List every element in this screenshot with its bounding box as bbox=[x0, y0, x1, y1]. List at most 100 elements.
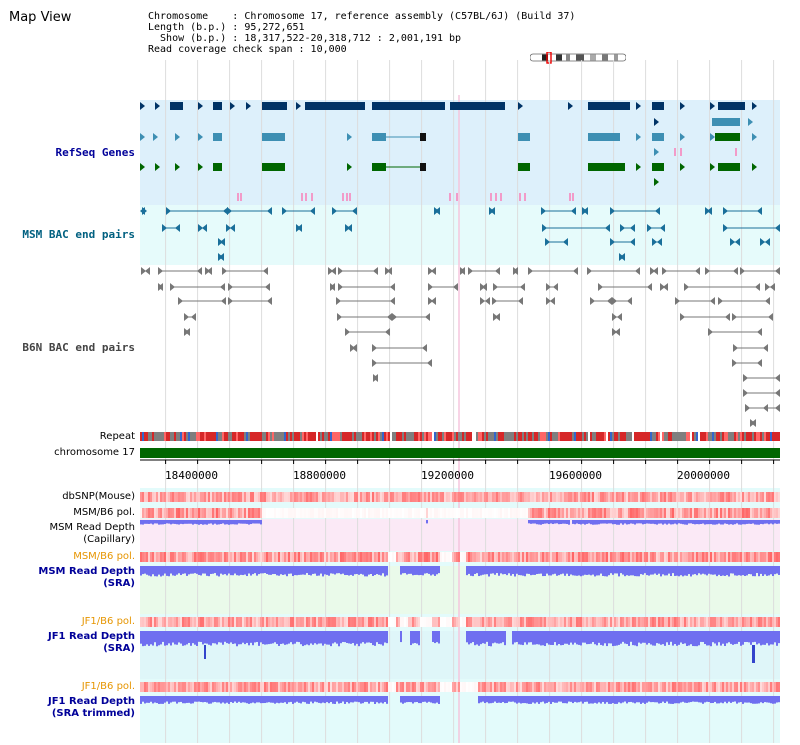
chromosome-ideogram[interactable] bbox=[530, 52, 626, 64]
bac-end-marker bbox=[647, 283, 652, 291]
track-label-msm-bac-end-pairs[interactable]: MSM BAC end pairs bbox=[22, 228, 135, 241]
depth-bar bbox=[202, 631, 204, 645]
track-label-chromosome[interactable]: chromosome 17 bbox=[54, 447, 135, 458]
depth-bar bbox=[432, 696, 434, 704]
gene-feature bbox=[718, 102, 745, 110]
heat-cell bbox=[764, 508, 766, 518]
depth-bar bbox=[202, 566, 204, 574]
repeat-block bbox=[396, 432, 398, 441]
heat-cell bbox=[232, 508, 234, 518]
heat-cell bbox=[750, 617, 752, 627]
depth-bar bbox=[344, 696, 346, 704]
heat-cell bbox=[604, 492, 606, 502]
depth-bar bbox=[514, 696, 516, 703]
track-label-msm-b6-pol[interactable]: MSM/B6 pol. bbox=[73, 507, 135, 518]
track-label-dbsnp[interactable]: dbSNP(Mouse) bbox=[62, 491, 135, 502]
heat-cell bbox=[730, 492, 732, 502]
track-label-msm-read-depth-sra[interactable]: MSM Read Depth (SRA) bbox=[38, 566, 135, 590]
heat-cell bbox=[380, 552, 382, 562]
heat-cell bbox=[292, 552, 294, 562]
depth-bar bbox=[586, 520, 588, 524]
heat-cell bbox=[368, 492, 370, 502]
heat-cell bbox=[580, 508, 582, 518]
depth-bar bbox=[292, 631, 294, 645]
heat-cell bbox=[666, 682, 668, 692]
heat-cell bbox=[282, 552, 284, 562]
repeat-block bbox=[378, 432, 380, 441]
depth-bar bbox=[414, 696, 416, 703]
track-label-msm-b6-pol-2[interactable]: MSM/B6 pol. bbox=[73, 551, 135, 562]
heat-cell bbox=[216, 552, 218, 562]
depth-bar bbox=[634, 566, 636, 577]
heat-cell bbox=[346, 508, 348, 518]
depth-bar bbox=[328, 696, 330, 704]
track-label-msm-read-depth-capillary[interactable]: MSM Read Depth (Capillary) bbox=[49, 522, 135, 546]
heat-cell bbox=[504, 682, 506, 692]
heat-cell bbox=[200, 552, 202, 562]
repeat-block bbox=[514, 432, 516, 441]
heat-cell bbox=[522, 492, 524, 502]
heat-cell bbox=[482, 682, 484, 692]
heat-cell bbox=[418, 552, 420, 562]
track-label-jf1-read-depth-sra[interactable]: JF1 Read Depth (SRA) bbox=[48, 631, 135, 655]
track-label-b6n-bac-end-pairs[interactable]: B6N BAC end pairs bbox=[22, 341, 135, 354]
heat-cell bbox=[158, 552, 160, 562]
heat-cell bbox=[740, 552, 742, 562]
depth-bar bbox=[238, 566, 240, 576]
depth-bar bbox=[708, 631, 710, 646]
heat-cell bbox=[182, 492, 184, 502]
track-label-repeat[interactable]: Repeat bbox=[99, 431, 135, 442]
page-title: Map View bbox=[9, 10, 72, 25]
heat-cell bbox=[180, 682, 182, 692]
heat-cell bbox=[552, 492, 554, 502]
heat-cell bbox=[768, 492, 770, 502]
heat-cell bbox=[458, 617, 460, 627]
heat-cell bbox=[346, 617, 348, 627]
repeat-block bbox=[384, 432, 386, 441]
heat-cell bbox=[322, 492, 324, 502]
depth-bar bbox=[628, 566, 630, 576]
repeat-block bbox=[230, 432, 232, 441]
heat-cell bbox=[406, 492, 408, 502]
depth-bar bbox=[732, 520, 734, 525]
heat-cell bbox=[708, 508, 710, 518]
depth-bar bbox=[322, 631, 324, 646]
heat-cell bbox=[384, 492, 386, 502]
track-label-refseq-genes[interactable]: RefSeq Genes bbox=[55, 146, 135, 159]
heat-cell bbox=[684, 492, 686, 502]
heat-cell bbox=[578, 682, 580, 692]
repeat-block bbox=[660, 432, 662, 441]
depth-bar bbox=[166, 520, 168, 524]
track-label-jf1-b6-pol-2[interactable]: JF1/B6 pol. bbox=[81, 681, 135, 692]
heat-cell bbox=[700, 492, 702, 502]
depth-bar bbox=[692, 520, 694, 524]
heat-cell bbox=[598, 492, 600, 502]
heat-cell bbox=[362, 682, 364, 692]
heat-cell bbox=[198, 552, 200, 562]
heat-cell bbox=[572, 682, 574, 692]
depth-bar bbox=[734, 696, 736, 702]
heat-cell bbox=[580, 682, 582, 692]
depth-bar bbox=[320, 696, 322, 704]
heat-cell bbox=[704, 617, 706, 627]
depth-bar bbox=[770, 566, 772, 575]
track-label-jf1-b6-pol[interactable]: JF1/B6 pol. bbox=[81, 616, 135, 627]
bac-end-marker bbox=[528, 267, 533, 275]
depth-bar bbox=[324, 696, 326, 704]
repeat-block bbox=[480, 432, 482, 441]
heat-cell bbox=[384, 682, 386, 692]
heat-cell bbox=[744, 682, 746, 692]
track-label-jf1-read-depth-trimmed[interactable]: JF1 Read Depth (SRA trimmed) bbox=[48, 696, 135, 720]
heat-cell bbox=[234, 552, 236, 562]
heat-cell bbox=[524, 492, 526, 502]
depth-bar bbox=[280, 631, 282, 644]
repeat-block bbox=[206, 432, 208, 441]
repeat-block bbox=[228, 432, 230, 441]
depth-bar bbox=[514, 566, 516, 577]
heat-cell bbox=[358, 617, 360, 627]
bac-end-marker bbox=[228, 297, 233, 305]
heat-cell bbox=[448, 508, 450, 518]
depth-bar bbox=[170, 631, 172, 646]
heat-cell bbox=[444, 492, 446, 502]
